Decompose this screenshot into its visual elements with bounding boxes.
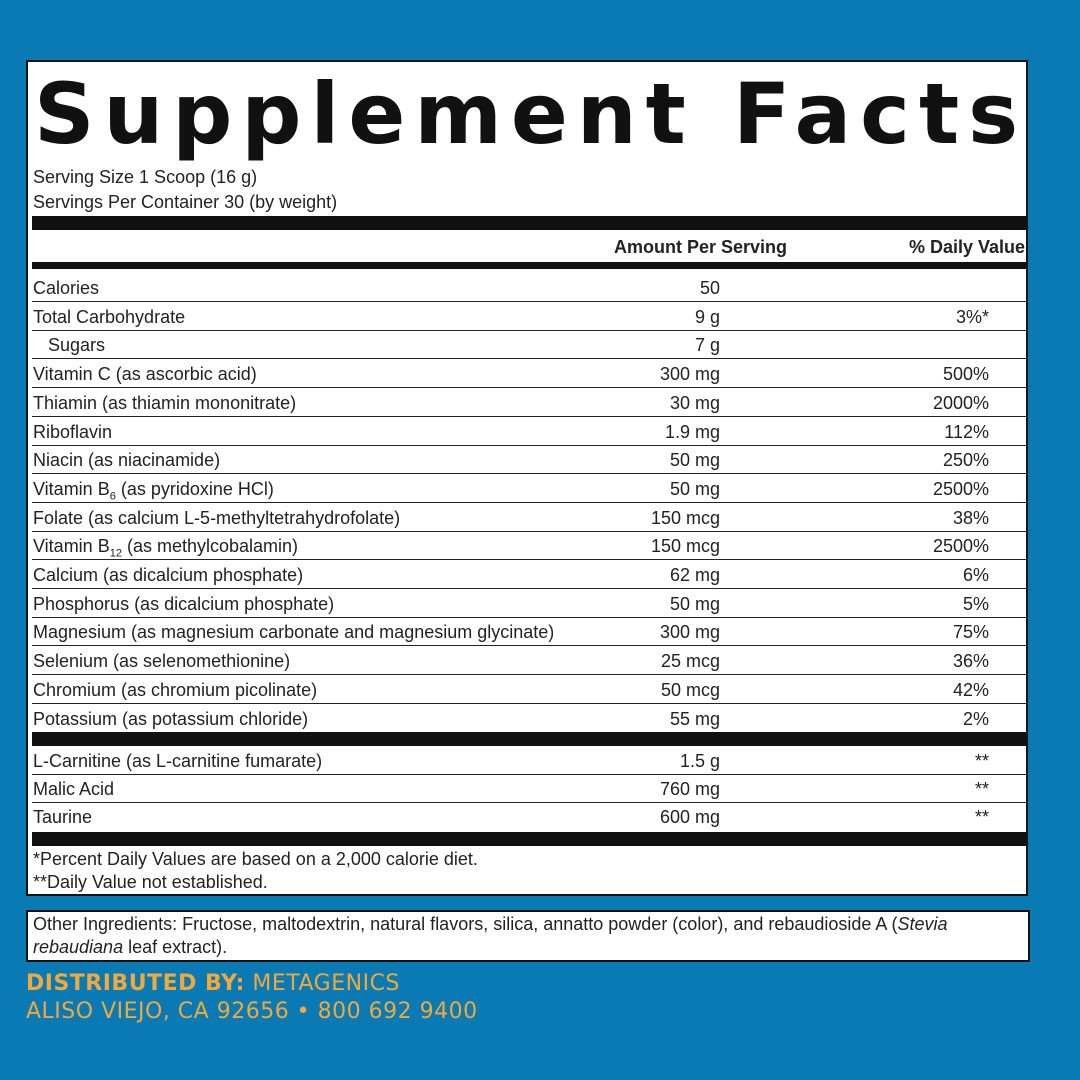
nutrient-daily-value: 42% (952, 679, 989, 700)
footnote-daily-values: *Percent Daily Values are based on a 2,0… (33, 849, 478, 869)
nutrient-daily-value: 5% (962, 593, 989, 614)
table-row: Vitamin B6 (as pyridoxine HCl) 50 mg 2500% (32, 474, 1026, 503)
nutrient-name: Malic Acid (33, 779, 115, 799)
distributor-address: ALISO VIEJO, CA 92656 • 800 692 9400 (26, 999, 478, 1024)
nutrient-amount: 300 mg (659, 364, 720, 385)
distributor-line: DISTRIBUTED BY: METAGENICS (26, 971, 400, 996)
nutrient-name: Vitamin B12 (as methylcobalamin) (33, 536, 299, 560)
table-row: Vitamin B12 (as methylcobalamin) 150 mcg 2… (32, 531, 1026, 561)
ingredients-line-2: rebaudiana leaf extract). (33, 937, 228, 957)
table-row: Malic Acid 760 mg ** (32, 774, 1026, 803)
supplement-facts-panel: Supplement Facts Serving Size 1 Scoop (1… (26, 60, 1028, 896)
nutrient-amount: 50 mcg (660, 679, 720, 700)
nutrient-name: Selenium (as selenomethionine) (33, 651, 291, 672)
nutrient-daily-value: 6% (962, 565, 989, 585)
servings-per-container: Servings Per Container 30 (by weight) (33, 192, 338, 212)
nutrient-amount: 600 mg (659, 807, 720, 827)
nutrient-name: Taurine (33, 807, 93, 827)
nutrient-daily-value: ** (974, 751, 989, 771)
panel-title: Supplement Facts (34, 65, 1028, 163)
nutrient-amount: 50 mg (669, 593, 720, 614)
nutrient-daily-value: ** (974, 779, 989, 799)
table-row: Total Carbohydrate 9 g 3%* (32, 302, 1026, 331)
nutrient-daily-value: 2% (962, 708, 989, 729)
nutrient-amount: 9 g (694, 306, 720, 327)
nutrient-amount: 1.5 g (679, 751, 720, 771)
bottom-divider (32, 832, 1026, 846)
nutrient-name: Magnesium (as magnesium carbonate and ma… (33, 622, 555, 643)
nutrient-name: Thiamin (as thiamin mononitrate) (33, 392, 297, 413)
header-divider (32, 262, 1026, 269)
section-divider (32, 732, 1026, 746)
nutrient-name: Potassium (as potassium chloride) (33, 708, 309, 729)
table-row: L-Carnitine (as L-carnitine fumarate) 1.5… (32, 746, 1026, 775)
ingredients-line-1: Other Ingredients: Fructose, maltodextri… (33, 914, 948, 934)
nutrient-daily-value: 2500% (932, 478, 989, 499)
nutrient-amount: 1.9 mg (664, 421, 720, 442)
table-row: Chromium (as chromium picolinate) 50 mcg 4… (32, 675, 1026, 704)
table-row: Riboflavin 1.9 mg 112% (32, 417, 1026, 446)
table-row: Vitamin C (as ascorbic acid) 300 mg 500% (32, 359, 1026, 389)
nutrient-amount: 300 mg (659, 622, 720, 643)
nutrient-amount: 30 mg (669, 392, 720, 413)
nutrient-daily-value: 2000% (932, 392, 989, 413)
column-header-amount: Amount Per Serving (614, 237, 788, 257)
nutrient-daily-value: 500% (942, 364, 989, 385)
other-ingredients-box: Other Ingredients: Fructose, maltodextri… (26, 910, 1030, 962)
nutrient-name: Sugars (48, 335, 106, 356)
nutrient-name: Calories (33, 278, 100, 298)
nutrient-amount: 25 mcg (660, 651, 720, 672)
thick-divider (32, 216, 1026, 230)
nutrient-amount: 55 mg (669, 708, 720, 729)
table-row: Calcium (as dicalcium phosphate) 62 mg 6% (32, 560, 1026, 589)
nutrient-name: Chromium (as chromium picolinate) (33, 679, 318, 700)
nutrient-daily-value: 3%* (955, 306, 989, 327)
nutrient-daily-value: ** (974, 807, 989, 827)
column-header-daily-value: % Daily Value (908, 237, 1025, 257)
nutrient-name: Folate (as calcium L-5-methyltetrahydrof… (33, 507, 401, 528)
table-row: Folate (as calcium L-5-methyltetrahydrof… (32, 503, 1026, 532)
nutrient-name: Phosphorus (as dicalcium phosphate) (33, 593, 335, 614)
nutrient-name: L-Carnitine (as L-carnitine fumarate) (33, 751, 323, 771)
nutrient-daily-value: 75% (952, 622, 989, 643)
nutrient-amount: 50 mg (669, 450, 720, 471)
table-row: Magnesium (as magnesium carbonate and ma… (32, 617, 1026, 647)
table-row: Potassium (as potassium chloride) 55 mg 2% (32, 704, 1026, 733)
nutrient-amount: 150 mcg (650, 536, 720, 557)
nutrient-daily-value: 36% (952, 651, 989, 672)
nutrient-daily-value: 38% (952, 507, 989, 528)
footnote-not-established: **Daily Value not established. (33, 872, 268, 892)
nutrient-amount: 62 mg (669, 565, 720, 585)
nutrient-name: Vitamin B6 (as pyridoxine HCl) (33, 478, 274, 503)
nutrient-daily-value: 2500% (932, 536, 989, 557)
nutrient-name: Niacin (as niacinamide) (33, 450, 221, 471)
nutrient-daily-value: 112% (944, 421, 989, 442)
nutrient-name: Total Carbohydrate (33, 306, 186, 327)
serving-size: Serving Size 1 Scoop (16 g) (33, 167, 258, 187)
nutrient-amount: 50 (699, 278, 720, 298)
nutrient-amount: 150 mcg (650, 507, 720, 528)
nutrient-daily-value: 250% (942, 450, 989, 471)
table-row: Sugars 7 g (32, 330, 1026, 360)
nutrient-amount: 50 mg (669, 478, 720, 499)
table-row: Phosphorus (as dicalcium phosphate) 50 mg… (32, 589, 1026, 618)
nutrient-amount: 7 g (694, 335, 720, 356)
nutrient-name: Vitamin C (as ascorbic acid) (33, 364, 257, 385)
table-row: Selenium (as selenomethionine) 25 mcg 36% (32, 646, 1026, 676)
table-row: Calories 50 (32, 273, 1026, 302)
nutrient-amount: 760 mg (659, 779, 720, 799)
table-row: Niacin (as niacinamide) 50 mg 250% (32, 445, 1026, 475)
table-row: Taurine 600 mg ** (32, 802, 1026, 831)
nutrient-name: Calcium (as dicalcium phosphate) (33, 565, 304, 585)
table-row: Thiamin (as thiamin mononitrate) 30 mg 200… (32, 388, 1026, 417)
nutrient-name: Riboflavin (33, 421, 113, 442)
